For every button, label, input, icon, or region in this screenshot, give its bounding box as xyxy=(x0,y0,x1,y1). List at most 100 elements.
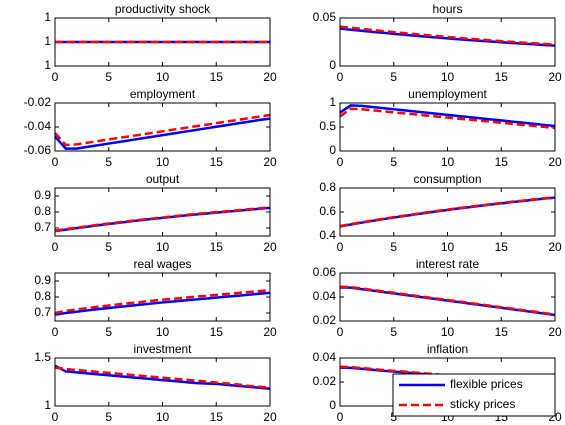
x-tick-label: 5 xyxy=(105,325,112,339)
series-line xyxy=(54,117,271,150)
legend-label: flexible prices xyxy=(450,377,523,391)
axes-background xyxy=(340,273,555,321)
x-tick-label: 15 xyxy=(210,155,224,169)
series-line xyxy=(54,366,271,390)
x-tick-label: 5 xyxy=(390,240,397,254)
subplot-title: inflation xyxy=(427,342,468,356)
subplot-title: unemployment xyxy=(408,87,487,101)
axes-background xyxy=(340,18,555,66)
x-tick-label: 5 xyxy=(390,410,397,424)
y-tick-label: 0.9 xyxy=(34,188,51,202)
x-tick-label: 20 xyxy=(548,240,562,254)
subplot-title: hours xyxy=(432,2,462,16)
subplot-title: investment xyxy=(133,342,192,356)
axes-frame xyxy=(54,272,271,322)
x-tick-label: 20 xyxy=(263,70,277,84)
x-tick-label: 0 xyxy=(337,240,344,254)
axes-background xyxy=(340,188,555,236)
axes-frame xyxy=(339,187,556,237)
subplot-title: employment xyxy=(130,87,196,101)
series-line xyxy=(339,285,556,316)
x-tick-label: 15 xyxy=(495,70,509,84)
x-tick-label: 10 xyxy=(156,410,170,424)
series-line xyxy=(54,288,271,315)
x-tick-label: 20 xyxy=(548,155,562,169)
axes-frame xyxy=(339,102,556,152)
y-tick-label: 0.04 xyxy=(313,289,337,303)
x-tick-label: 15 xyxy=(495,240,509,254)
y-tick-label: 1 xyxy=(44,10,51,24)
x-tick-label: 10 xyxy=(441,240,455,254)
x-tick-label: 15 xyxy=(210,325,224,339)
y-tick-label: -0.02 xyxy=(24,95,52,109)
series-line xyxy=(54,364,271,390)
x-tick-label: 20 xyxy=(548,325,562,339)
series-line xyxy=(54,291,271,316)
x-tick-label: 5 xyxy=(105,410,112,424)
axes-frame xyxy=(54,187,271,237)
y-tick-label: 0.6 xyxy=(319,204,336,218)
x-tick-label: 5 xyxy=(390,325,397,339)
y-tick-label: 0.8 xyxy=(34,289,51,303)
axes-frame xyxy=(339,272,556,322)
y-tick-label: 0.04 xyxy=(313,350,337,364)
x-tick-label: 10 xyxy=(441,70,455,84)
subplot-title: real wages xyxy=(133,257,191,271)
x-tick-label: 20 xyxy=(263,240,277,254)
x-tick-label: 0 xyxy=(52,325,59,339)
x-tick-label: 5 xyxy=(105,155,112,169)
series-line xyxy=(339,25,556,46)
x-tick-label: 10 xyxy=(441,155,455,169)
x-tick-label: 0 xyxy=(337,410,344,424)
x-tick-label: 10 xyxy=(156,70,170,84)
x-tick-label: 5 xyxy=(105,240,112,254)
x-tick-label: 5 xyxy=(390,155,397,169)
y-tick-label: 0.06 xyxy=(313,265,337,279)
x-tick-label: 20 xyxy=(548,70,562,84)
x-tick-label: 0 xyxy=(337,325,344,339)
series-line xyxy=(339,195,556,228)
y-tick-label: 0.9 xyxy=(34,273,51,287)
y-tick-label: 0.8 xyxy=(319,180,336,194)
y-tick-label: 0.5 xyxy=(319,119,336,133)
x-tick-label: 5 xyxy=(105,70,112,84)
y-tick-label: 0.05 xyxy=(313,10,337,24)
series-line xyxy=(339,104,556,128)
x-tick-label: 0 xyxy=(52,155,59,169)
y-tick-label: 1 xyxy=(329,95,336,109)
x-tick-label: 0 xyxy=(52,410,59,424)
x-tick-label: 15 xyxy=(210,70,224,84)
series-line xyxy=(54,206,271,232)
subplot-title: consumption xyxy=(413,172,481,186)
axes-frame xyxy=(54,357,271,407)
y-tick-label: 0.4 xyxy=(319,228,336,242)
x-tick-label: 20 xyxy=(263,325,277,339)
axes-background xyxy=(340,103,555,151)
x-tick-label: 0 xyxy=(337,70,344,84)
subplot-title: output xyxy=(146,172,180,186)
x-tick-label: 10 xyxy=(156,155,170,169)
x-tick-label: 0 xyxy=(52,240,59,254)
y-tick-label: 0.7 xyxy=(34,305,51,319)
y-tick-label: 0 xyxy=(329,398,336,412)
axes-background xyxy=(55,358,270,406)
x-tick-label: 20 xyxy=(263,410,277,424)
axes-frame xyxy=(339,17,556,67)
y-tick-label: -0.04 xyxy=(24,119,52,133)
legend-box xyxy=(392,373,556,417)
series-line xyxy=(339,107,556,130)
axes-frame xyxy=(54,102,271,152)
x-tick-label: 10 xyxy=(156,240,170,254)
axes-background xyxy=(55,188,270,236)
y-tick-label: 0.7 xyxy=(34,220,51,234)
x-tick-label: 15 xyxy=(210,240,224,254)
y-tick-label: -0.06 xyxy=(24,143,52,157)
x-tick-label: 10 xyxy=(156,325,170,339)
y-tick-label: 0.8 xyxy=(34,204,51,218)
x-tick-label: 15 xyxy=(495,155,509,169)
axes-frame xyxy=(54,17,271,67)
x-tick-label: 15 xyxy=(495,325,509,339)
y-tick-label: 0 xyxy=(329,143,336,157)
x-tick-label: 20 xyxy=(263,155,277,169)
y-tick-label: 1 xyxy=(44,34,51,48)
